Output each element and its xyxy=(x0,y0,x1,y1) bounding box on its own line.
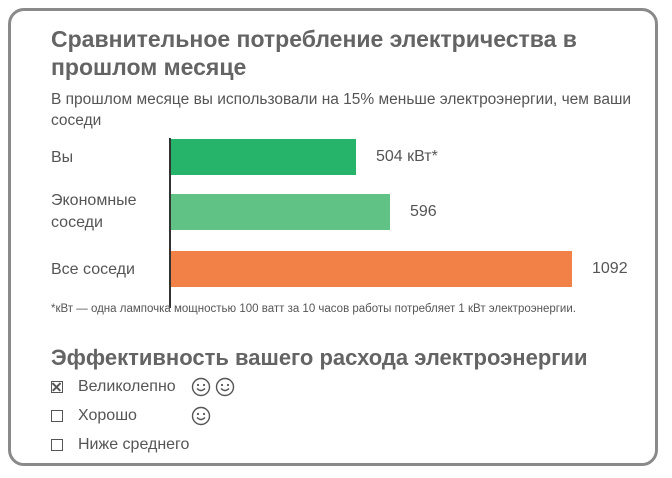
category-label: соседи xyxy=(51,214,103,231)
category-label: Вы xyxy=(51,149,74,166)
rating-option: Ниже среднего xyxy=(51,434,189,456)
bar-value-label: 596 xyxy=(410,203,437,220)
smiley-wrapper xyxy=(215,377,235,402)
category-label: Все соседи xyxy=(51,261,135,278)
rating-label: Великолепно xyxy=(78,378,176,395)
smiley-wrapper xyxy=(191,377,211,402)
rating-option: Хорошо xyxy=(51,405,137,427)
smiley-face-icon xyxy=(191,406,211,426)
rating-label: Хорошо xyxy=(78,407,137,424)
rating-option: Великолепно xyxy=(51,376,176,398)
bar xyxy=(171,194,390,230)
checked-box-icon xyxy=(51,381,63,393)
empty-checkbox-icon xyxy=(51,439,63,451)
energy-report-card: Сравнительное потребление электричества … xyxy=(8,8,658,466)
rating-label: Ниже среднего xyxy=(78,436,190,453)
smiley-wrapper xyxy=(191,406,211,431)
category-axis-line xyxy=(169,138,171,308)
empty-checkbox-icon xyxy=(51,410,63,422)
chart-title: Сравнительное потребление электричества … xyxy=(51,26,577,80)
category-label: Экономные xyxy=(51,192,137,209)
footnote: *кВт — одна лампочка мощностью 100 ватт … xyxy=(51,303,576,315)
bar-value-label: 1092 xyxy=(592,260,628,277)
bar-value-label: 504 кВт* xyxy=(376,148,438,165)
smiley-face-icon xyxy=(191,377,211,397)
efficiency-section-title: Эффективность вашего расхода электроэнер… xyxy=(51,345,588,370)
bar xyxy=(171,251,572,287)
chart-subtitle: В прошлом месяце вы использовали на 15% … xyxy=(51,91,632,129)
smiley-face-icon xyxy=(215,377,235,397)
bar xyxy=(171,139,356,175)
